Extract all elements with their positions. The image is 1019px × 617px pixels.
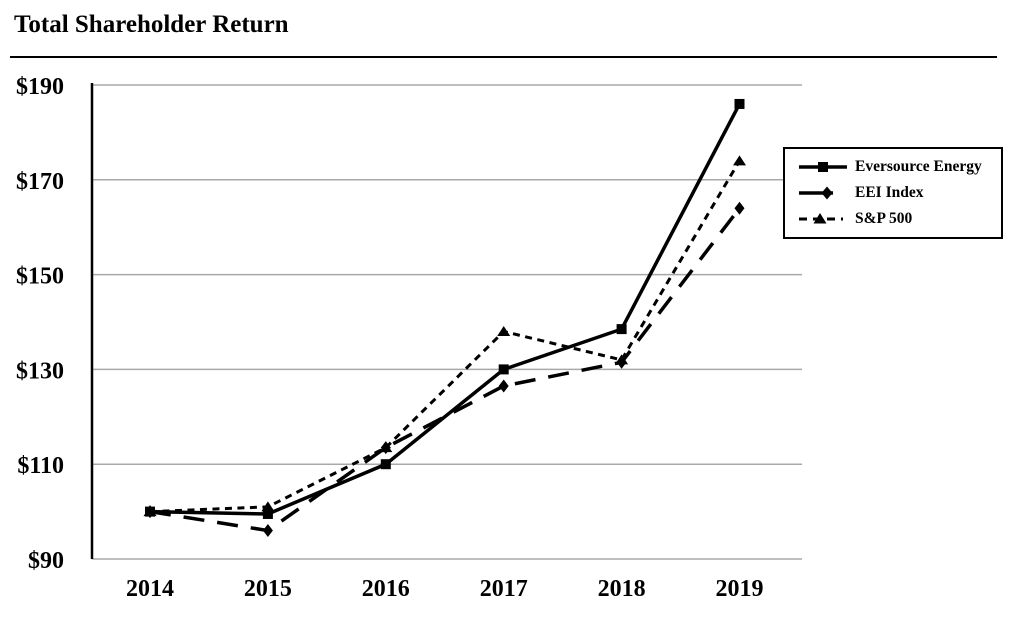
y-axis-tick-label: $150 xyxy=(16,264,64,290)
chart-legend: Eversource Energy EEI Index S&P 500 xyxy=(783,147,1003,239)
legend-label-eversource-energy: Eversource Energy xyxy=(855,158,982,175)
x-axis-tick-label-2019: 2019 xyxy=(716,576,764,602)
y-axis-tick-label: $90 xyxy=(28,548,64,574)
y-axis-tick-label: $190 xyxy=(16,74,64,100)
legend-item-eei-index: EEI Index xyxy=(799,180,995,206)
legend-item-sp-500: S&P 500 xyxy=(799,206,995,232)
dash-line-diamond-marker-icon xyxy=(799,186,833,200)
square-marker xyxy=(262,508,273,519)
dashed-line-triangle-marker-icon xyxy=(799,213,843,224)
square-marker xyxy=(380,459,391,470)
square-marker xyxy=(734,98,745,109)
triangle-marker xyxy=(733,155,746,166)
series-line-s-p-500 xyxy=(149,160,741,514)
legend-item-eversource-energy: Eversource Energy xyxy=(799,154,995,180)
y-axis-tick-label: $170 xyxy=(16,169,64,195)
x-axis-tick-label-2014: 2014 xyxy=(126,576,174,602)
x-axis-tick-label-2018: 2018 xyxy=(598,576,646,602)
triangle-marker xyxy=(261,501,275,512)
series-line-eversource-energy xyxy=(149,103,742,516)
diamond-marker xyxy=(734,201,745,215)
y-axis-tick-label: $110 xyxy=(17,453,64,479)
title-divider-rule xyxy=(10,56,997,58)
y-axis-tick-label: $130 xyxy=(16,358,64,384)
x-axis-tick-label-2015: 2015 xyxy=(244,576,292,602)
series-line-eei-index xyxy=(149,207,741,533)
diamond-marker xyxy=(262,524,273,538)
legend-label-sp-500: S&P 500 xyxy=(855,210,913,227)
square-marker xyxy=(616,324,627,335)
legend-label-eei-index: EEI Index xyxy=(855,184,924,201)
diamond-marker xyxy=(380,441,391,455)
x-axis-tick-label-2017: 2017 xyxy=(480,576,528,602)
triangle-marker xyxy=(497,325,511,336)
square-marker xyxy=(145,506,155,517)
chart-title: Total Shareholder Return xyxy=(14,11,289,38)
square-marker xyxy=(498,364,509,375)
diamond-marker xyxy=(616,355,627,369)
x-axis-tick-label-2016: 2016 xyxy=(362,576,410,602)
diamond-marker xyxy=(498,379,509,393)
solid-line-square-marker-icon xyxy=(799,162,847,172)
